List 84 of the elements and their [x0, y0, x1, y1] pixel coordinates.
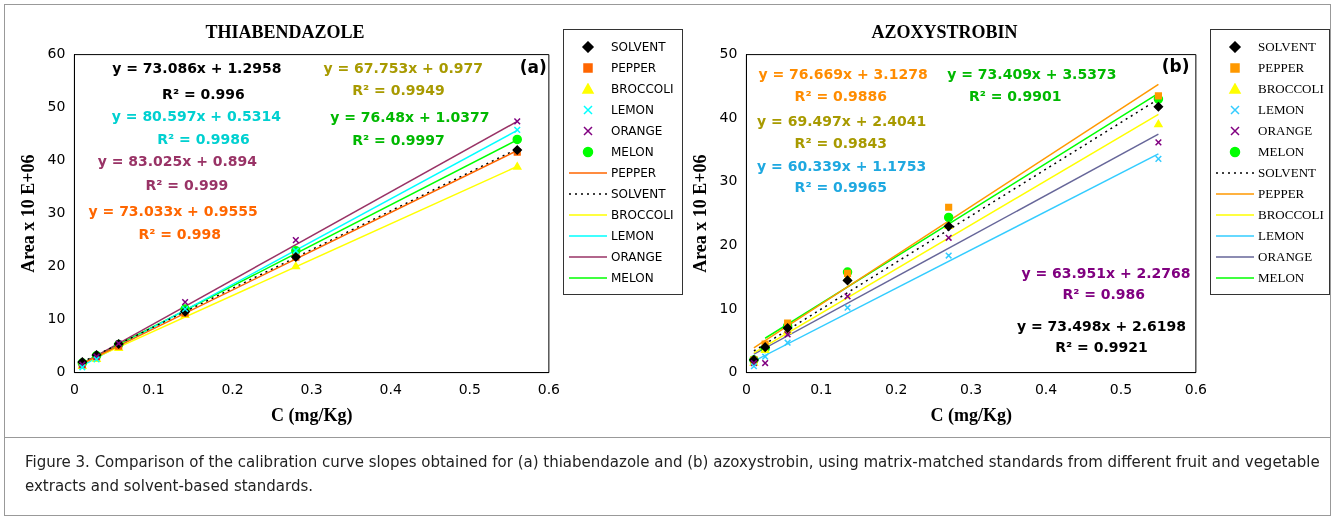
legend-label: ORANGE: [1258, 248, 1313, 265]
x-tick-label: 0.5: [458, 380, 481, 397]
legend-label: ORANGE: [611, 123, 663, 138]
annotation: R² = 0.9886: [794, 88, 888, 105]
annotation: y = 73.498x + 2.6198: [1016, 318, 1187, 335]
legend-label: PEPPER: [611, 165, 657, 180]
annotation: R² = 0.9843: [794, 134, 888, 151]
chart-title: THIABENDAZOLE: [205, 22, 365, 43]
y-tick-label: 50: [719, 45, 738, 62]
y-tick-label: 0: [56, 363, 66, 380]
legend-label: LEMON: [1258, 101, 1305, 118]
x-axis-title: C (mg/Kg): [930, 404, 1012, 426]
chart-title: AZOXYSTROBIN: [871, 22, 1018, 43]
legend-label: ORANGE: [611, 249, 663, 264]
legend-label: SOLVENT: [1258, 164, 1317, 181]
caption: Figure 3. Comparison of the calibration curve slopes obtained for (a) thiabendazole and (b) azoxystrobin, using matrix-matched standards from different fruit and vegetable extracts and solvent-based standards.: [25, 452, 1321, 497]
annotation: y = 60.339x + 1.1753: [757, 157, 927, 174]
annotation: R² = 0.996: [162, 85, 245, 102]
legend-label: BROCCOLI: [1258, 80, 1324, 97]
legend-label: PEPPER: [1258, 59, 1305, 76]
y-tick-label: 40: [719, 108, 738, 125]
legend-label: SOLVENT: [611, 186, 666, 201]
y-tick-label: 40: [47, 151, 66, 168]
x-tick-label: 0.3: [960, 380, 983, 397]
x-tick-label: 0.4: [379, 380, 402, 397]
annotation: y = 73.033x + 0.9555: [88, 203, 258, 220]
x-tick-label: 0.1: [810, 380, 833, 397]
y-tick-label: 10: [719, 299, 738, 316]
legend-label: BROCCOLI: [611, 207, 674, 222]
annotation: y = 73.086x + 1.2958: [112, 59, 282, 76]
legend-label: ORANGE: [1258, 122, 1313, 139]
x-tick-label: 0: [69, 380, 79, 397]
annotation: R² = 0.999: [145, 176, 229, 193]
legend-label: MELON: [611, 144, 654, 159]
x-tick-label: 0.3: [300, 380, 323, 397]
annotation: R² = 0.9921: [1055, 339, 1148, 356]
annotation: y = 63.951x + 2.2768: [1021, 264, 1191, 281]
legend-label: BROCCOLI: [1258, 206, 1324, 223]
annotation: y = 73.409x + 3.5373: [947, 66, 1117, 83]
annotation: y = 67.753x + 0.977: [323, 59, 483, 76]
annotation: R² = 0.998: [138, 225, 222, 242]
x-axis-title: C (mg/Kg): [270, 404, 353, 426]
legend-label: SOLVENT: [611, 39, 666, 54]
legend-label: SOLVENT: [1258, 38, 1317, 55]
annotation: R² = 0.9986: [157, 131, 250, 148]
annotation: y = 80.597x + 0.5314: [111, 107, 282, 124]
y-axis-title: Area x 10 E+06: [18, 154, 39, 273]
x-tick-label: 0.1: [142, 380, 165, 397]
legend-label: BROCCOLI: [611, 81, 674, 96]
y-tick-label: 30: [719, 172, 738, 189]
legend-label: LEMON: [611, 102, 655, 117]
annotation: y = 76.669x + 3.1278: [758, 66, 928, 83]
x-tick-label: 0.2: [221, 380, 244, 397]
x-tick-label: 0.6: [1184, 380, 1208, 397]
y-tick-label: 50: [47, 98, 66, 115]
x-tick-label: 0.5: [1109, 380, 1133, 397]
y-tick-label: 60: [47, 45, 66, 62]
annotation: R² = 0.9997: [352, 131, 445, 148]
x-tick-label: 0.4: [1034, 380, 1058, 397]
y-tick-label: 20: [47, 257, 66, 274]
y-tick-label: 10: [47, 310, 66, 327]
x-tick-label: 0: [741, 380, 751, 397]
annotation: R² = 0.9949: [352, 82, 445, 99]
annotation: R² = 0.9901: [968, 88, 1062, 105]
annotation: R² = 0.9965: [794, 178, 888, 195]
legend-label: PEPPER: [1258, 185, 1305, 202]
annotation: (a): [519, 57, 547, 78]
y-tick-label: 30: [47, 204, 66, 221]
annotation: y = 76.48x + 1.0377: [330, 108, 490, 125]
legend-label: PEPPER: [611, 60, 657, 75]
annotation: y = 69.497x + 2.4041: [757, 112, 927, 129]
annotation: (b): [1161, 55, 1190, 76]
annotation: R² = 0.986: [1062, 285, 1146, 302]
y-tick-label: 0: [728, 363, 738, 380]
x-tick-label: 0.2: [885, 380, 908, 397]
annotation: y = 83.025x + 0.894: [97, 153, 258, 170]
x-tick-label: 0.6: [537, 380, 561, 397]
legend-label: LEMON: [1258, 227, 1305, 244]
legend-label: LEMON: [611, 228, 655, 243]
legend-label: MELON: [1258, 143, 1305, 160]
legend-label: MELON: [1258, 269, 1305, 286]
legend-label: MELON: [611, 270, 654, 285]
y-tick-label: 20: [719, 236, 738, 253]
y-axis-title: Area x 10 E+06: [690, 154, 711, 273]
